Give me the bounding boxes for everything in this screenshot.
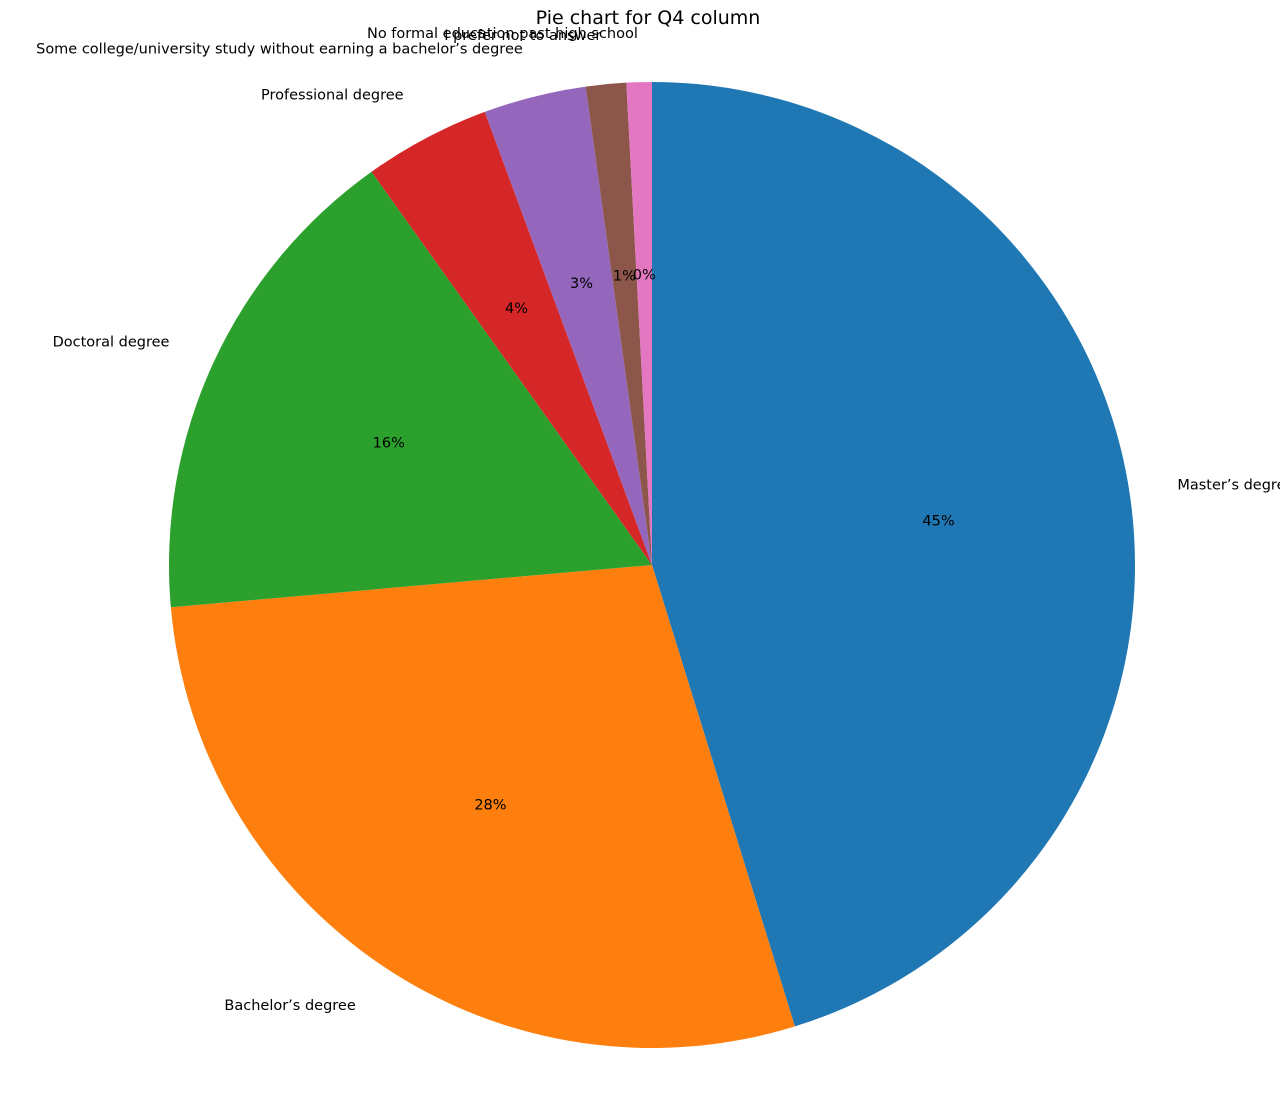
slice-label: Some college/university study without ea…: [36, 42, 523, 58]
slice-percent-label: 28%: [474, 798, 506, 814]
slice-percent-label: 1%: [613, 269, 636, 285]
pie-slice-i-prefer-not-to-answer: [585, 82, 652, 565]
slice-percent-label: 0%: [633, 267, 656, 283]
slice-percent-label: 45%: [922, 514, 954, 530]
chart-title: Pie chart for Q4 column: [536, 7, 761, 29]
slice-percent-label: 16%: [373, 436, 405, 452]
slice-percent-label: 4%: [505, 301, 528, 317]
pie-slice-professional-degree: [371, 111, 652, 565]
pie-slice-no-formal-education-past-high-school: [626, 82, 652, 565]
slice-label: Bachelor’s degree: [224, 998, 355, 1014]
pie-slice-bachelor-s-degree: [170, 565, 795, 1048]
pie-slice-some-college-university-study-without-earning-a-bachelor-s-degree: [484, 86, 652, 565]
slice-label: I prefer not to answer: [444, 28, 601, 44]
slice-label: Doctoral degree: [53, 335, 170, 351]
pie-labels: Master’s degree 45% Bachelor’s degree 28% Do…: [36, 26, 1280, 1014]
pie-slices: [169, 82, 1135, 1048]
slice-label: No formal education past high school: [367, 26, 638, 42]
slice-percent-label: 3%: [570, 276, 593, 292]
slice-label: Master’s degree: [1177, 478, 1280, 494]
slice-label: Professional degree: [261, 87, 404, 103]
pie-slice-master-s-degree: [652, 82, 1135, 1027]
pie-slice-doctoral-degree: [169, 171, 652, 608]
